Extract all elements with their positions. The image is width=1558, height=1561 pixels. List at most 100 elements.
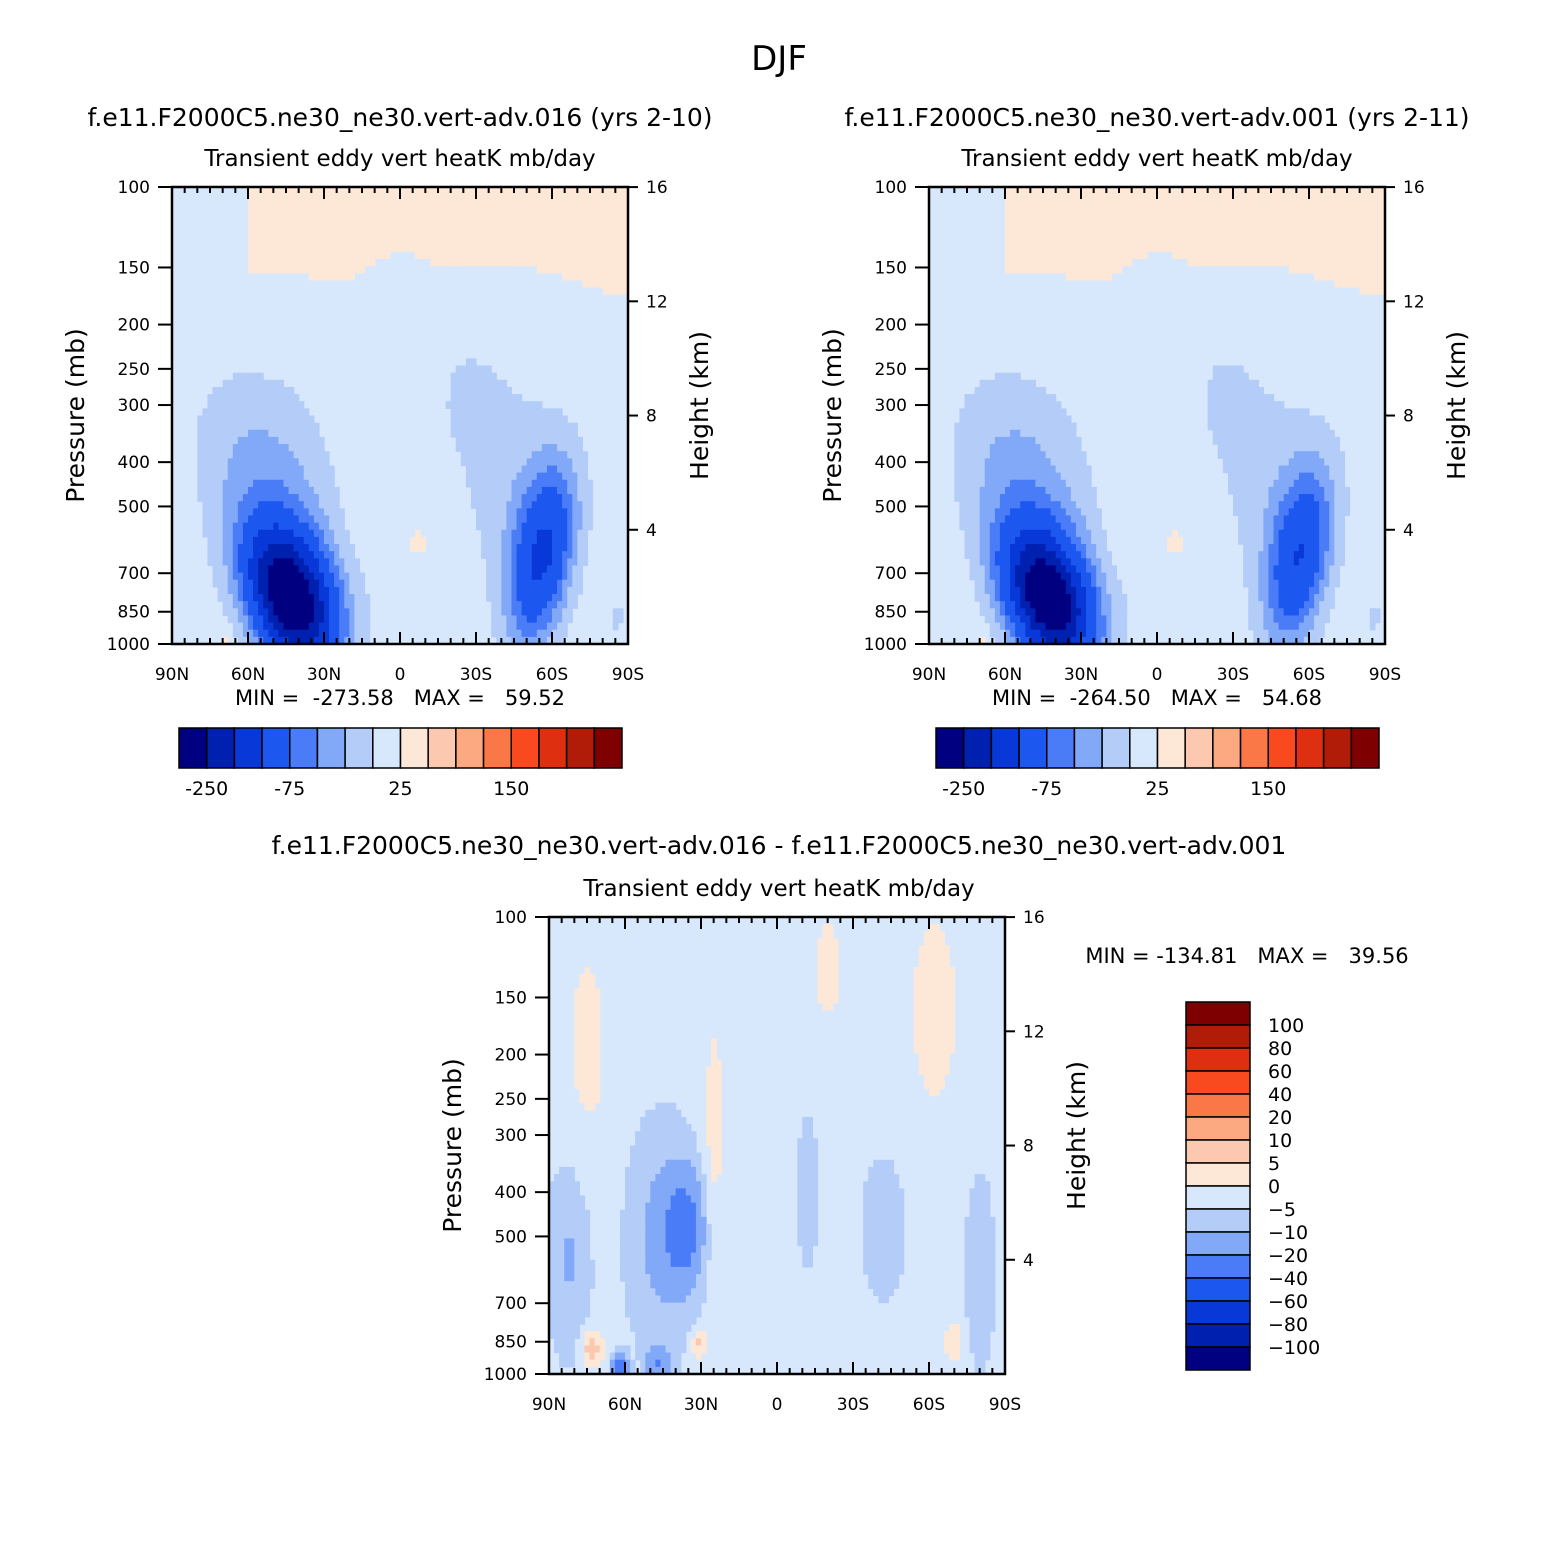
panel-a-field-cell: [597, 201, 604, 210]
panel-a-field-cell: [501, 251, 507, 260]
panel-b-field-cell: [1050, 222, 1057, 231]
panel-b-field-cell: [1334, 444, 1340, 452]
panel-a-field-cell: [460, 386, 467, 395]
panel-a-field-cell: [521, 422, 528, 431]
panel-a-field-cell: [248, 429, 254, 438]
panel-a-field-cell: [546, 551, 553, 559]
panel-b-field-cell: [1217, 401, 1224, 409]
panel-b-field-cell: [1111, 258, 1118, 267]
panel-b-field-cell: [1303, 458, 1310, 467]
panel-a-field-cell: [501, 601, 507, 609]
panel-a-field-cell: [597, 229, 604, 238]
panel-b-field-cell: [1182, 215, 1188, 224]
panel-b-field-cell: [1222, 244, 1229, 252]
panel-a-field-cell: [491, 394, 497, 402]
panel-a-field-cell: [501, 472, 507, 481]
panel-a-field-cell: [557, 515, 563, 524]
panel-a-field-cell: [531, 444, 538, 452]
panel-a-field-cell: [511, 508, 518, 517]
panel-b-field-cell: [1334, 251, 1340, 260]
panel-a-field-cell: [526, 187, 533, 195]
panel-a-field-cell: [552, 586, 558, 595]
panel-b-field-cell: [1263, 215, 1270, 224]
panel-b-field-cell: [1303, 436, 1310, 445]
panel-a-field-cell: [546, 236, 553, 245]
panel-a-field-cell: [541, 236, 548, 245]
panel-a-field-cell: [334, 565, 340, 574]
panel-a-field-cell: [298, 636, 305, 645]
panel-a-field-cell: [344, 215, 350, 224]
panel-a-field-cell: [222, 486, 229, 495]
panel-b-field-cell: [1015, 436, 1021, 445]
panel-b-field-cell: [1070, 565, 1077, 574]
panel-a-field-cell: [491, 629, 497, 638]
panel-a-field-cell: [435, 251, 442, 260]
panel-a-field-cell: [567, 479, 573, 488]
panel-a-field-cell: [308, 601, 315, 609]
panel-b-field-cell: [1025, 244, 1031, 252]
panel-b-field-cell: [1374, 215, 1381, 224]
panel-a-field-cell: [557, 486, 563, 495]
panel-b-field-cell: [1253, 436, 1259, 445]
panel-b-field-cell: [1141, 222, 1148, 231]
panel-b-field-cell: [1243, 401, 1249, 409]
panel-b-field-cell: [1263, 529, 1270, 538]
panel-b-field-cell: [1106, 194, 1112, 202]
panel-a-field-cell: [516, 458, 523, 467]
panel-b-field-cell: [1192, 222, 1199, 231]
panel-a-field-cell: [562, 251, 568, 260]
panel-a-pressure-tick-label: 700: [118, 564, 150, 584]
panel-b-field-cell: [1324, 229, 1330, 238]
panel-b-field-cell: [969, 544, 976, 552]
panel-b-field-cell: [1070, 536, 1077, 545]
panel-b-field-cell: [1116, 194, 1123, 202]
panel-b-field-cell: [1298, 558, 1305, 567]
panel-b-field-cell: [994, 508, 1001, 517]
panel-b-field-cell: [1319, 251, 1325, 260]
panel-a-field-cell: [516, 251, 523, 260]
panel-a-field-cell: [232, 508, 239, 517]
panel-a-field-cell: [354, 586, 361, 595]
panel-a-field-cell: [476, 194, 482, 202]
panel-b-field-cell: [1339, 222, 1346, 231]
panel-b-field-cell: [1050, 415, 1057, 424]
panel-b-field-cell: [1339, 251, 1346, 260]
panel-a-field-cell: [501, 194, 507, 202]
panel-a-field-cell: [597, 265, 604, 274]
panel-b-field-cell: [1248, 551, 1254, 559]
panel-b-field-cell: [1233, 472, 1239, 481]
panel-a-field-cell: [572, 215, 578, 224]
panel-b-field-cell: [1081, 201, 1087, 210]
panel-b-field-cell: [1339, 501, 1346, 509]
panel-b-field-cell: [1010, 422, 1016, 431]
panel-a-field-cell: [562, 501, 568, 509]
panel-b-field-cell: [1177, 244, 1183, 252]
panel-a-field-cell: [263, 208, 269, 217]
panel-b-field-cell: [1364, 279, 1371, 288]
panel-a-field-cell: [313, 622, 320, 631]
panel-b-field-cell: [1374, 286, 1381, 295]
panel-a-field-cell: [546, 501, 553, 509]
panel-a-field-cell: [592, 194, 599, 202]
panel-b-field-cell: [1374, 222, 1381, 231]
panel-b-field-cell: [1319, 429, 1325, 438]
panel-a-field-cell: [546, 594, 553, 602]
panel-b-field-cell: [1293, 551, 1300, 559]
panel-b-field-cell: [1364, 265, 1371, 274]
panel-a-field-cell: [329, 522, 335, 531]
panel-a-field-cell: [298, 201, 305, 210]
panel-a-field-cell: [329, 594, 335, 602]
panel-b-field-cell: [1040, 479, 1047, 488]
panel-a-field-cell: [536, 201, 543, 210]
panel-a-field-cell: [222, 465, 229, 474]
panel-a-field-cell: [263, 508, 269, 517]
panel-a-field-cell: [410, 208, 416, 217]
panel-b-field-cell: [964, 415, 971, 424]
panel-b-field-cell: [1172, 187, 1178, 195]
panel-b-field-cell: [1202, 244, 1209, 252]
panel-a-field-cell: [562, 244, 568, 252]
panel-a-field-cell: [415, 236, 421, 245]
panel-a-field-cell: [506, 236, 513, 245]
panel-b-field-cell: [1303, 515, 1310, 524]
panel-a-field-cell: [369, 258, 376, 267]
